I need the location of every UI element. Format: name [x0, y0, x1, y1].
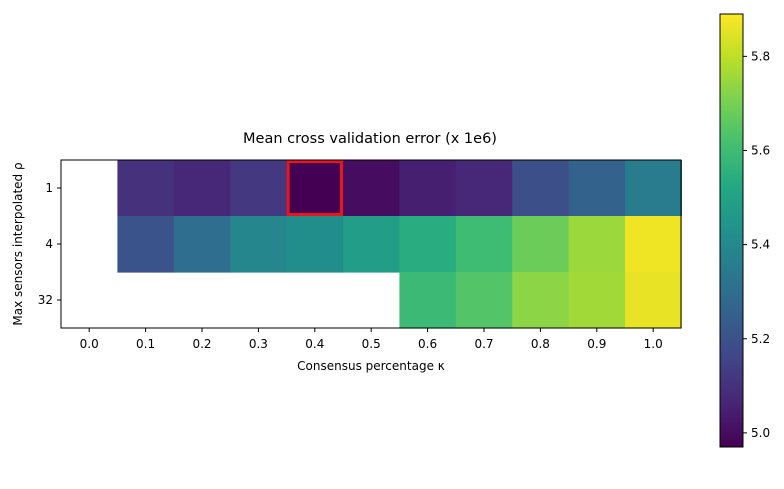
heatmap-cell-r2-c8 [512, 272, 570, 329]
heatmap-cell-r2-c9 [568, 272, 626, 329]
x-tick-label: 0.6 [418, 337, 437, 351]
heatmap-cell-r0-c8 [512, 160, 570, 217]
best-cell-highlight [286, 160, 344, 216]
colorbar-tick-label: 5.0 [751, 426, 770, 440]
heatmap-cell-r2-c6 [399, 272, 457, 329]
y-tick-label: 32 [38, 293, 53, 307]
colorbar-tick-label: 5.2 [751, 332, 770, 346]
heatmap-cell-r1-c6 [399, 216, 457, 273]
heatmap-cell-r1-c2 [173, 216, 231, 273]
x-tick-label: 0.3 [249, 337, 268, 351]
heatmap-cell-r0-c2 [173, 160, 231, 217]
heatmap-cells [117, 160, 682, 329]
heatmap-cell-r1-c7 [455, 216, 513, 273]
y-axis-label: Max sensors interpolated ρ [11, 162, 25, 325]
heatmap-cell-r1-c8 [512, 216, 570, 273]
heatmap-cell-r0-c9 [568, 160, 626, 217]
colorbar-ticks: 5.0 5.2 5.4 5.6 5.8 [743, 49, 770, 440]
heatmap-cell-r1-c5 [343, 216, 400, 273]
x-axis-label: Consensus percentage κ [297, 359, 445, 373]
heatmap-cell-r2-c10 [625, 272, 682, 329]
x-tick-label: 0.8 [531, 337, 550, 351]
y-tick-label: 1 [45, 181, 53, 195]
y-axis-ticks: 1 4 32 [38, 181, 61, 307]
x-tick-label: 1.0 [644, 337, 663, 351]
colorbar-tick-label: 5.4 [751, 238, 770, 252]
heatmap-cell-r1-c9 [568, 216, 626, 273]
colorbar-tick-label: 5.8 [751, 49, 770, 63]
heatmap-cell-r0-c4 [286, 160, 344, 217]
heatmap-cell-r1-c1 [117, 216, 175, 273]
y-tick-label: 4 [45, 237, 53, 251]
heatmap-cell-r0-c10 [625, 160, 682, 217]
chart-title: Mean cross validation error (x 1e6) [243, 131, 497, 147]
heatmap-cell-r0-c7 [455, 160, 513, 217]
heatmap-cell-r1-c4 [286, 216, 344, 273]
heatmap-cell-r1-c3 [230, 216, 288, 273]
x-axis-ticks: 0.0 0.1 0.2 0.3 0.4 0.5 0.6 0.7 0.8 0.9 1.0 [80, 328, 663, 351]
heatmap-cell-r0-c1 [117, 160, 175, 217]
heatmap-cell-r0-c5 [343, 160, 400, 217]
x-tick-label: 0.4 [305, 337, 324, 351]
highlight-layer [286, 160, 344, 216]
heatmap-cell-r1-c10 [625, 216, 682, 273]
x-tick-label: 0.2 [192, 337, 211, 351]
colorbar-tick-label: 5.6 [751, 143, 770, 157]
x-tick-label: 0.7 [474, 337, 493, 351]
x-tick-label: 0.9 [587, 337, 606, 351]
x-tick-label: 0.0 [80, 337, 99, 351]
colorbar [719, 13, 744, 448]
x-tick-label: 0.1 [136, 337, 155, 351]
heatmap-cell-r2-c7 [455, 272, 513, 329]
heatmap-cell-r0-c3 [230, 160, 288, 217]
x-tick-label: 0.5 [362, 337, 381, 351]
heatmap-cell-r0-c6 [399, 160, 457, 217]
